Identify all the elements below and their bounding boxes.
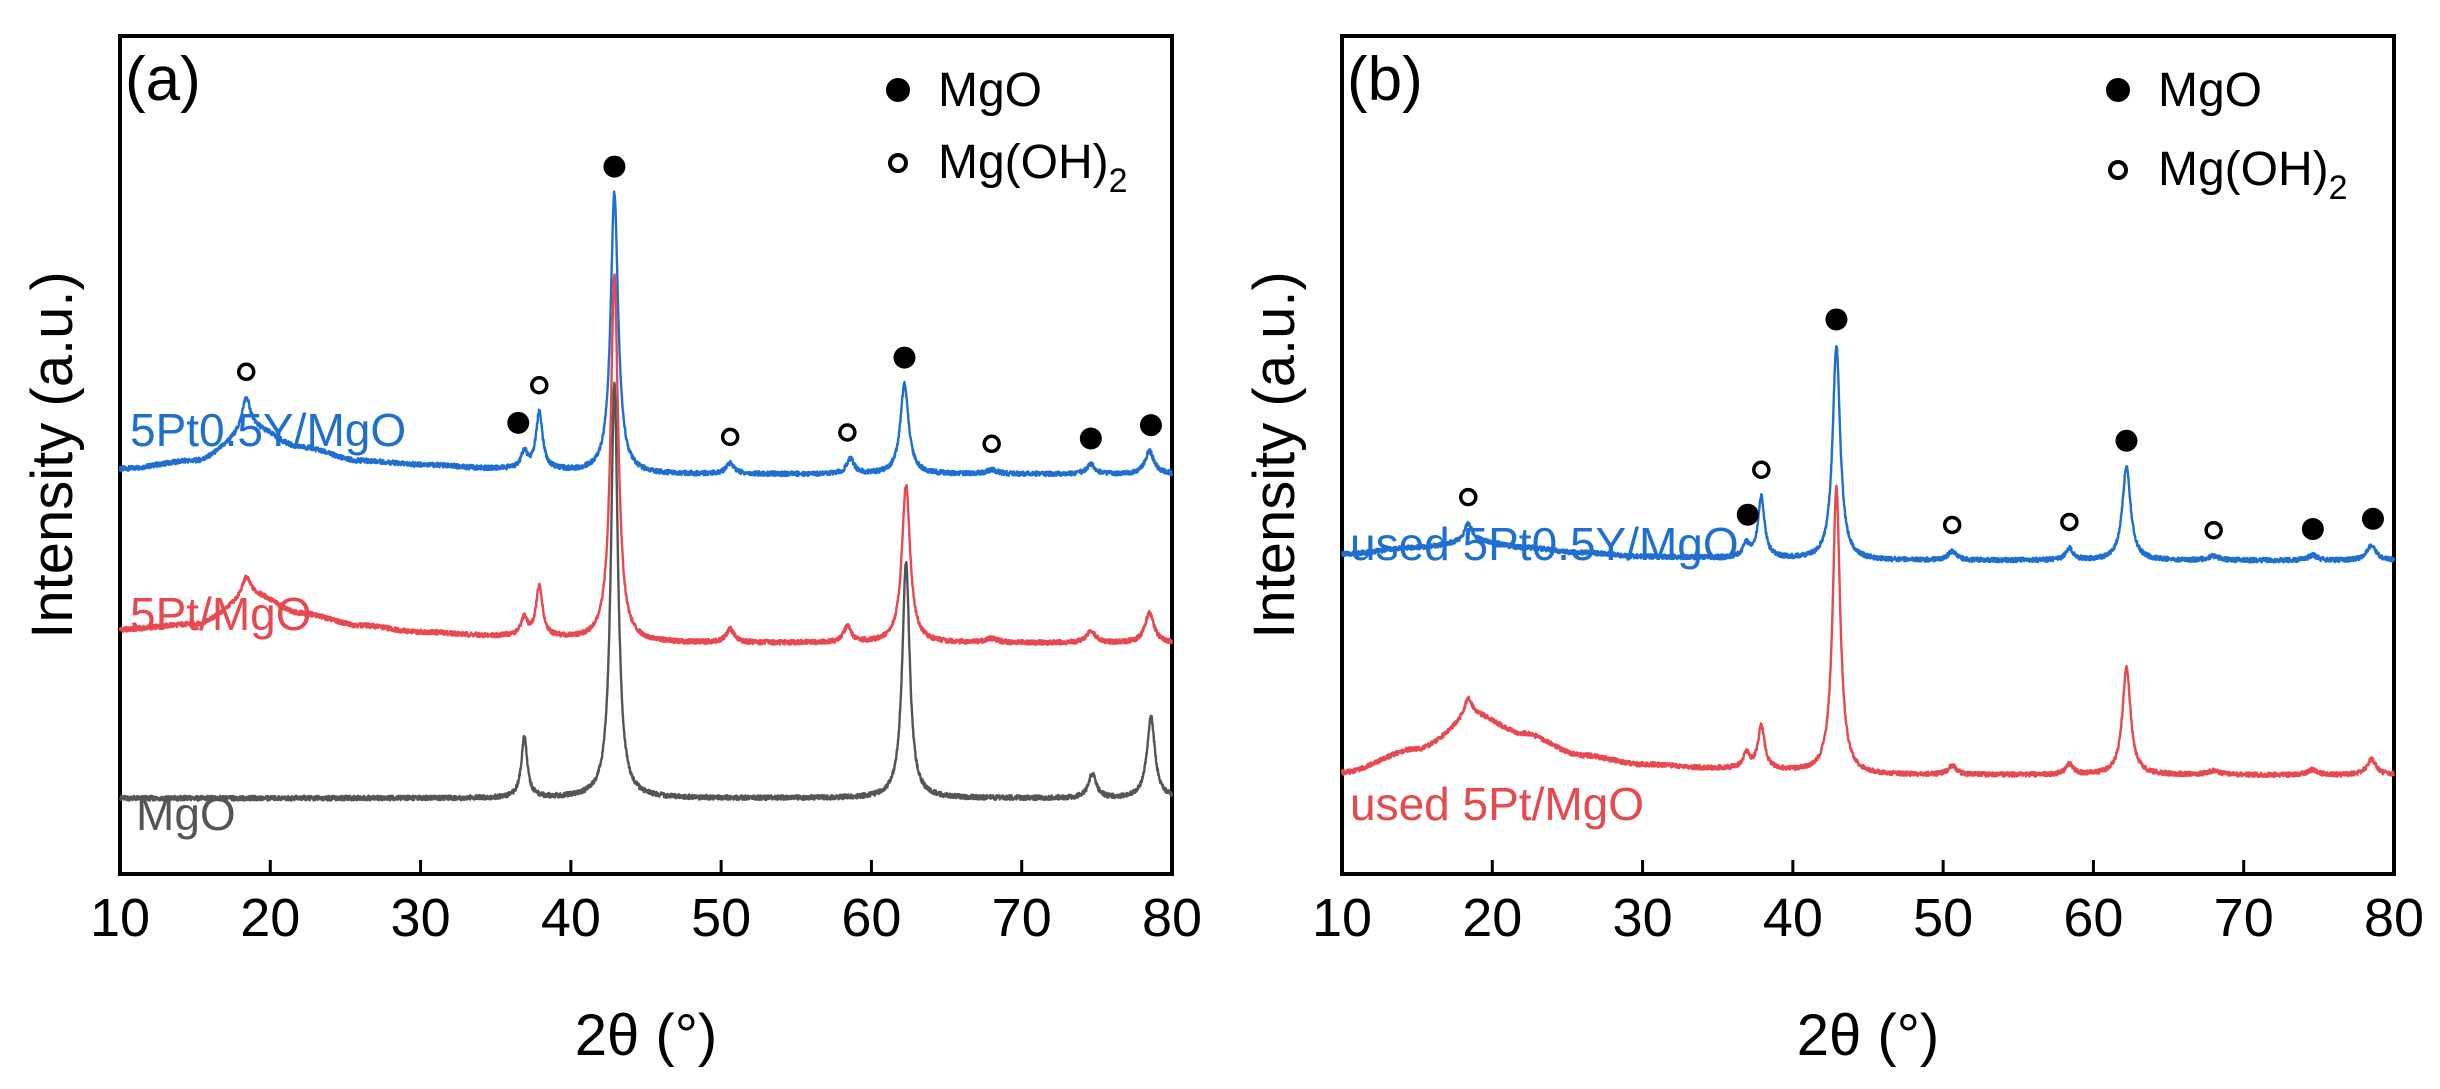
series-label-5pt-mgo: 5Pt/MgO: [130, 588, 312, 640]
mgo-peak-marker: [1139, 414, 1162, 437]
mgo-peak-marker: [1736, 503, 1759, 526]
mgoh2-peak-marker: [1458, 487, 1478, 507]
panel-b-label: (b): [1347, 45, 1423, 114]
series-label-mgo: MgO: [136, 788, 236, 840]
mgoh2-peak-marker: [1752, 460, 1771, 480]
panel-a-y-axis-title: Intensity (a.u.): [20, 271, 85, 638]
x-tick-label: 30: [1613, 888, 1673, 948]
x-tick-label: 40: [1763, 888, 1823, 948]
mgo-peak-marker: [2301, 518, 2324, 541]
legend-mgo-label: MgO: [2158, 64, 2262, 117]
series-label-5pt05y-mgo: 5Pt0.5Y/MgO: [130, 404, 406, 456]
legend-filled-circle-icon: [886, 78, 910, 102]
panel-a-legend: MgO Mg(OH)2: [886, 64, 1128, 200]
series-line-5pt0-5y-mgo: [118, 190, 1174, 478]
mgoh2-peak-marker: [236, 362, 256, 382]
legend-open-circle-icon: [888, 153, 908, 173]
legend-mgoh2-text: Mg(OH)2: [2158, 143, 2348, 207]
panel-b-frame: [1340, 34, 2396, 876]
panel-a: (a) MgO Mg(OH)2 10 20 30 40 50 60 70 80 2θ (°) …: [20, 34, 1202, 1068]
x-tick-label: 10: [90, 888, 150, 948]
x-tick-label: 20: [1462, 888, 1522, 948]
legend-mgo-label: MgO: [938, 64, 1042, 117]
mgoh2-peak-marker: [982, 434, 1001, 454]
x-tick-label: 50: [1913, 888, 1973, 948]
x-tick-label: 40: [541, 888, 601, 948]
mgo-peak-marker: [1079, 427, 1102, 450]
mgo-peak-marker: [893, 346, 916, 369]
panel-b-legend: MgO Mg(OH)2: [2106, 64, 2348, 207]
mgo-peak-marker: [1825, 308, 1848, 331]
mgo-peak-marker: [603, 155, 626, 178]
x-tick-label: 60: [2063, 888, 2123, 948]
x-tick-label: 70: [2214, 888, 2274, 948]
legend-mgoh2-label: Mg(OH): [2158, 143, 2329, 196]
legend-mgoh2-subscript: 2: [2329, 169, 2348, 207]
panel-b-series: [1340, 345, 2396, 778]
series-line-5pt-mgo: [118, 273, 1173, 646]
panel-a-x-axis: 10 20 30 40 50 60 70 80: [90, 860, 1202, 948]
x-tick-label: 50: [691, 888, 751, 948]
legend-filled-circle-icon: [2106, 78, 2130, 102]
mgo-peak-marker: [507, 411, 530, 434]
mgoh2-peak-marker: [1942, 515, 1962, 535]
mgoh2-peak-marker: [2204, 520, 2223, 540]
series-line-mgo: [119, 381, 1174, 802]
panel-b: (b) MgO Mg(OH)2 10 20 30 40 50 60 70 80 2θ (°) …: [1242, 34, 2424, 1068]
x-tick-label: 70: [992, 888, 1052, 948]
mgoh2-peak-marker: [2060, 512, 2079, 532]
panel-b-x-axis: 10 20 30 40 50 60 70 80: [1312, 860, 2424, 948]
legend-mgoh2-text: Mg(OH)2: [938, 136, 1128, 200]
x-tick-label: 20: [240, 888, 300, 948]
panel-b-x-axis-title: 2θ (°): [1797, 1003, 1939, 1068]
series-line-used-5pt-mgo: [1340, 484, 2396, 778]
series-line-used-5pt0-5y-mgo: [1341, 345, 2396, 564]
legend-mgoh2-label: Mg(OH): [938, 136, 1109, 189]
mgoh2-peak-marker: [530, 375, 549, 395]
series-label-used-5pt-mgo: used 5Pt/MgO: [1350, 778, 1644, 830]
panel-b-y-axis-title: Intensity (a.u.): [1242, 271, 1307, 638]
mgo-peak-marker: [2361, 507, 2384, 530]
series-label-used-5pt05y-mgo: used 5Pt0.5Y/MgO: [1350, 518, 1739, 570]
x-tick-label: 60: [841, 888, 901, 948]
mgoh2-peak-marker: [720, 427, 740, 447]
legend-mgoh2-subscript: 2: [1109, 162, 1128, 200]
mgo-peak-marker: [2115, 429, 2138, 452]
panel-a-series: [118, 190, 1174, 802]
panel-a-label: (a): [125, 45, 201, 114]
panel-a-peak-markers: [236, 155, 1162, 454]
panel-a-frame: [118, 34, 1174, 876]
panel-a-x-axis-title: 2θ (°): [575, 1003, 717, 1068]
x-tick-label: 80: [1142, 888, 1202, 948]
legend-open-circle-icon: [2108, 160, 2128, 180]
x-tick-label: 30: [391, 888, 451, 948]
panel-b-peak-markers: [1458, 308, 2384, 541]
x-tick-label: 10: [1312, 888, 1372, 948]
x-tick-label: 80: [2364, 888, 2424, 948]
mgoh2-peak-marker: [838, 423, 857, 442]
